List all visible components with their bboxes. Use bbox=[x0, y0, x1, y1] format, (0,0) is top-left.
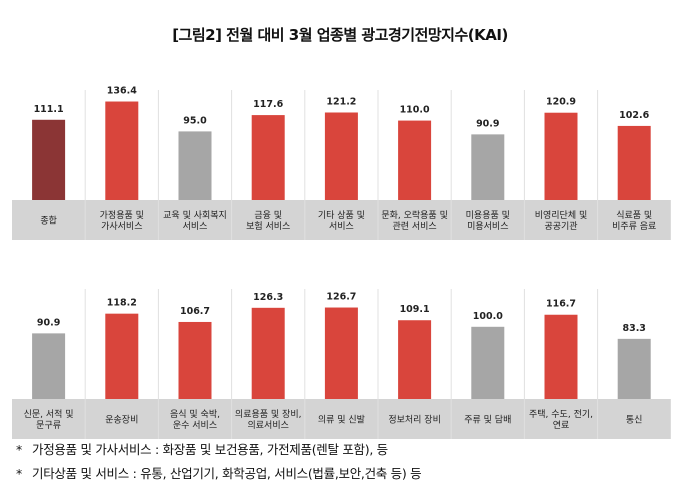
chart-top-category-label-8: 식료품 및 비주류 음료 bbox=[612, 209, 656, 232]
chart-bottom-value-label-4: 126.7 bbox=[326, 292, 356, 303]
chart-bottom-category-label-8: 통신 bbox=[626, 415, 643, 426]
chart-bottom-bar-8 bbox=[617, 338, 651, 399]
chart-bottom-category-label-6: 주류 및 담배 bbox=[464, 414, 511, 426]
chart-bottom-bar-4 bbox=[324, 307, 358, 399]
chart-bottom-value-label-6: 100.0 bbox=[473, 311, 503, 322]
chart-bottom-category-label-2: 음식 및 숙박, 운수 서비스 bbox=[170, 408, 220, 431]
chart-bottom-label-band bbox=[12, 399, 671, 439]
chart-bottom-value-label-2: 106.7 bbox=[180, 306, 210, 317]
chart-top-value-label-4: 121.2 bbox=[326, 96, 356, 107]
chart-top-value-label-1: 136.4 bbox=[107, 86, 137, 97]
chart-top-value-label-5: 110.0 bbox=[400, 105, 430, 116]
chart-top-bar-6 bbox=[471, 134, 505, 200]
chart-top-value-label-3: 117.6 bbox=[253, 99, 283, 110]
chart-bottom-category-label-0: 신문, 서적 및 문구류 bbox=[24, 408, 74, 431]
chart-bottom-value-label-5: 109.1 bbox=[400, 304, 430, 315]
chart-bottom-bar-5 bbox=[398, 320, 432, 399]
chart-top-bar-0 bbox=[32, 119, 66, 200]
chart-top-category-label-0: 종합 bbox=[40, 216, 57, 227]
chart-top-value-label-0: 111.1 bbox=[34, 104, 64, 115]
footnote-2-text: 기타상품 및 서비스 : 유통, 산업기기, 화학공업, 서비스(법률,보안,건… bbox=[32, 466, 422, 481]
chart-bottom-category-label-7: 주택, 수도, 전기, 연료 bbox=[529, 409, 593, 431]
chart-bottom-category-label-1: 운송장비 bbox=[105, 415, 138, 426]
chart-top-value-label-7: 120.9 bbox=[546, 97, 576, 108]
chart-bottom-value-label-1: 118.2 bbox=[107, 298, 137, 309]
footnote-1-text: 가정용품 및 가사서비스 : 화장품 및 보건용품, 가전제품(렌탈 포함), … bbox=[32, 442, 388, 457]
chart-top-label-band bbox=[12, 200, 671, 240]
chart-top-bar-3 bbox=[251, 115, 285, 200]
chart-bottom-value-label-3: 126.3 bbox=[253, 292, 283, 303]
chart-bottom-category-label-3: 의료용품 및 장비, 의료서비스 bbox=[235, 408, 302, 431]
chart-bottom-category-label-5: 정보처리 장비 bbox=[388, 414, 441, 426]
footnotes: * 가정용품 및 가사서비스 : 화장품 및 보건용품, 가전제품(렌탈 포함),… bbox=[16, 438, 422, 486]
chart-top-value-label-8: 102.6 bbox=[619, 110, 649, 121]
chart-top-bar-2 bbox=[178, 131, 212, 200]
chart-bottom-bar-7 bbox=[544, 314, 578, 399]
chart-top-bar-7 bbox=[544, 112, 578, 200]
chart-top-category-label-1: 가정용품 및 가사서비스 bbox=[100, 209, 144, 232]
chart-top-category-label-2: 교육 및 사회복지 서비스 bbox=[163, 209, 227, 232]
chart-bottom-bar-3 bbox=[251, 307, 285, 399]
footnote-1: * 가정용품 및 가사서비스 : 화장품 및 보건용품, 가전제품(렌탈 포함),… bbox=[16, 438, 421, 462]
chart-top-category-label-4: 기타 상품 및 서비스 bbox=[318, 209, 365, 232]
chart-top-category-label-7: 비영리단체 및 공공기관 bbox=[535, 209, 588, 232]
chart-bottom-bar-0 bbox=[32, 333, 66, 399]
chart-top-category-label-3: 금융 및 보험 서비스 bbox=[246, 209, 290, 232]
chart-top-category-label-6: 미용용품 및 미용서비스 bbox=[466, 209, 510, 232]
chart-bottom-bar-6 bbox=[471, 326, 505, 399]
chart-top-bar-8 bbox=[617, 125, 651, 200]
footnote-2: * 기타상품 및 서비스 : 유통, 산업기기, 화학공업, 서비스(법률,보안,… bbox=[16, 462, 422, 486]
chart-bottom-bar-1 bbox=[105, 313, 139, 399]
footnote-2-mark: * bbox=[16, 466, 22, 481]
chart-bottom-bar-2 bbox=[178, 321, 212, 399]
chart-bottom-value-label-7: 116.7 bbox=[546, 299, 576, 310]
chart-top-bar-4 bbox=[324, 112, 358, 200]
chart-top-bar-5 bbox=[398, 120, 432, 200]
chart-top-value-label-2: 95.0 bbox=[183, 115, 207, 126]
chart-bottom-value-label-0: 90.9 bbox=[37, 317, 60, 328]
chart-title: [그림2] 전월 대비 3월 업종별 광고경기전망지수(KAI) bbox=[172, 26, 508, 44]
chart-top-value-label-6: 90.9 bbox=[476, 118, 499, 129]
footnote-1-mark: * bbox=[16, 442, 22, 457]
chart-top-category-label-5: 문화, 오락용품 및 관련 서비스 bbox=[381, 209, 448, 232]
chart-top-bar-1 bbox=[105, 101, 139, 200]
chart-bottom-category-label-4: 의류 및 신발 bbox=[318, 414, 365, 426]
chart-bottom-value-label-8: 83.3 bbox=[622, 323, 645, 334]
